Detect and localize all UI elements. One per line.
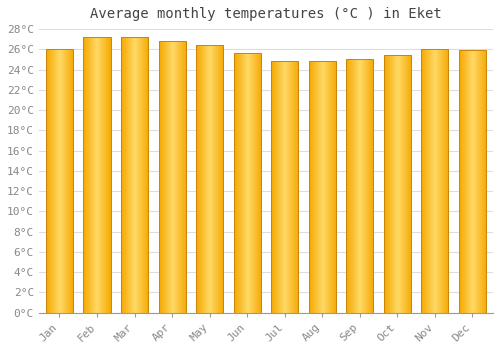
Bar [346, 60, 374, 313]
Bar [158, 41, 186, 313]
Bar [84, 37, 110, 313]
Bar [271, 62, 298, 313]
Title: Average monthly temperatures (°C ) in Eket: Average monthly temperatures (°C ) in Ek… [90, 7, 442, 21]
Bar [46, 49, 73, 313]
Bar [308, 62, 336, 313]
Bar [121, 37, 148, 313]
Bar [234, 53, 260, 313]
Bar [459, 50, 486, 313]
Bar [422, 49, 448, 313]
Bar [384, 55, 411, 313]
Bar [196, 45, 223, 313]
